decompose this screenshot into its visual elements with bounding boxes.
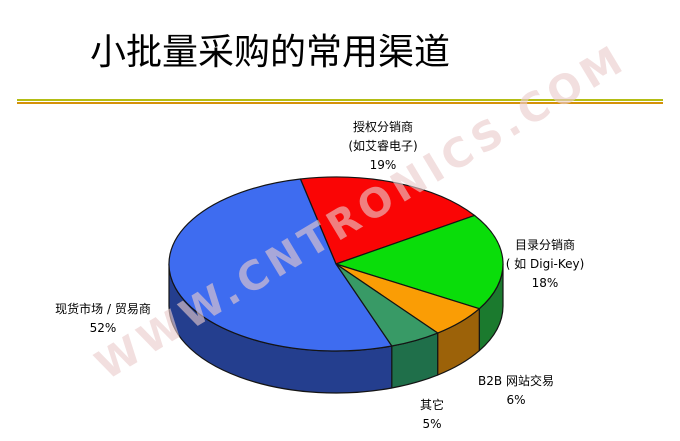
label-line: 授权分销商 [352,120,413,134]
label-b2b-website: B2B 网站交易 6% [441,372,591,410]
label-value: 18% [531,276,559,290]
label-line: ( 如 Digi-Key) [505,257,585,271]
label-line: 其它 [419,398,444,412]
label-catalog-distributor: 目录分销商 ( 如 Digi-Key) 18% [465,236,625,293]
label-line: B2B 网站交易 [478,374,554,388]
pie-slice [299,176,476,265]
label-value: 52% [89,321,117,335]
label-line: (如艾睿电子) [348,139,418,153]
pie-slice [335,214,504,310]
label-other: 其它 5% [392,396,472,434]
label-value: 6% [506,393,526,407]
pie-slice [168,178,393,352]
label-spot-market: 现货市场 / 贸易商 52% [18,300,188,338]
label-line: 现货市场 / 贸易商 [55,302,151,316]
label-authorized-distributor: 授权分销商 (如艾睿电子) 19% [313,118,453,175]
label-line: 目录分销商 [514,238,575,252]
slide-title: 小批量采购的常用渠道 [89,32,450,72]
label-value: 5% [422,417,442,431]
divider-top-line [17,99,663,101]
title-divider [17,99,663,104]
label-value: 19% [369,158,397,172]
divider-bottom-line [17,102,663,104]
